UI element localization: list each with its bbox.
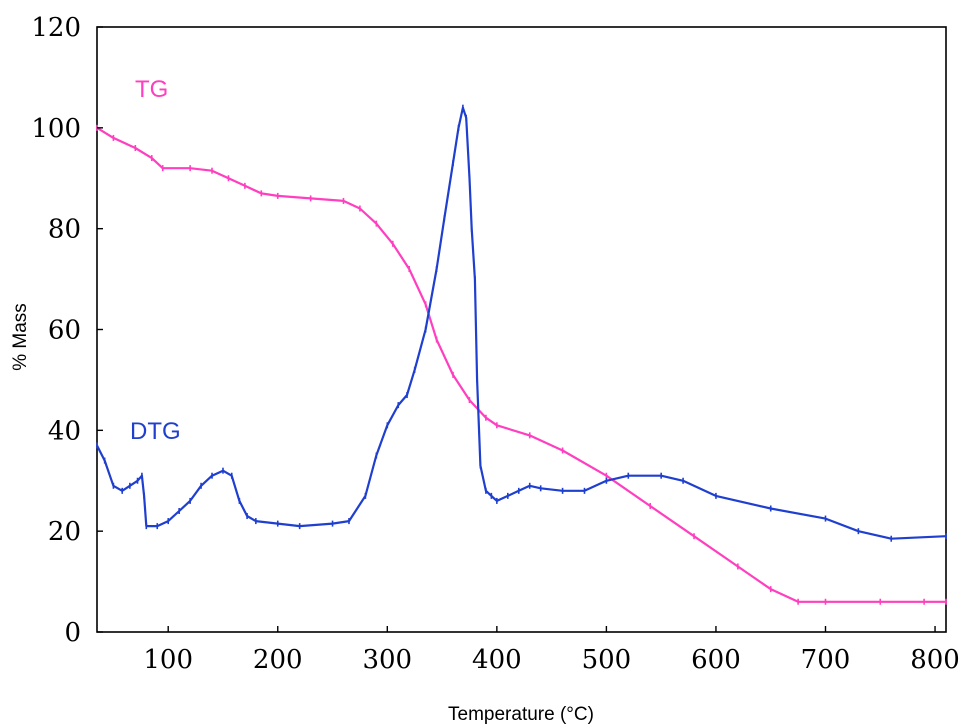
x-tick-label: 200	[253, 645, 303, 675]
x-axis-title: Temperature (°C)	[448, 704, 594, 725]
x-tick-label: 400	[472, 645, 522, 675]
y-tick-label: 100	[31, 114, 81, 144]
y-tick-label: 20	[48, 517, 81, 547]
x-tick-label: 600	[691, 645, 741, 675]
y-tick-label: 40	[48, 416, 81, 446]
y-tick-label: 60	[48, 316, 81, 346]
x-tick-label: 100	[143, 645, 193, 675]
series-label-dtg: DTG	[130, 418, 181, 445]
y-axis-title: % Mass	[10, 303, 31, 371]
x-tick-label: 800	[910, 645, 959, 675]
plot-frame	[96, 26, 947, 633]
x-tick-label: 500	[582, 645, 632, 675]
y-tick-label: 0	[64, 618, 81, 648]
y-tick-label: 80	[48, 215, 81, 245]
tick-layer: 100 200 300 400 500 600 700 800 0 20 40 60 80 100 120	[31, 13, 959, 675]
series-layer	[96, 104, 947, 605]
series-line-dtg	[96, 106, 947, 540]
x-tick-label: 700	[801, 645, 851, 675]
series-line-tg	[96, 126, 946, 603]
y-tick-label: 120	[31, 13, 81, 43]
series-label-tg: TG	[135, 76, 168, 103]
x-tick-label: 300	[362, 645, 412, 675]
plot-border	[96, 26, 947, 633]
